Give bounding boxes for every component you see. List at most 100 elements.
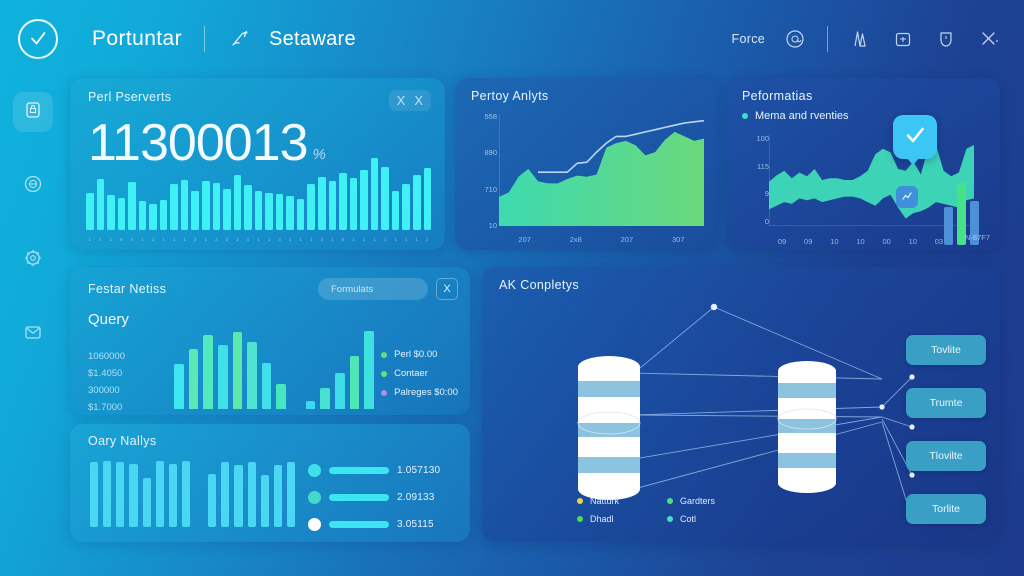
- card6-header: AK Conpletys: [482, 267, 1000, 292]
- y-tick: 115: [757, 161, 769, 171]
- bar: [86, 193, 94, 230]
- bar: [149, 203, 157, 230]
- progress-row[interactable]: 1.057130: [308, 464, 456, 477]
- bar-tick: 1: [331, 237, 334, 242]
- bar-tick: 1: [404, 237, 408, 242]
- circle-2-icon: [308, 491, 321, 504]
- bar: [247, 342, 257, 409]
- bar-tick: 1: [362, 237, 366, 242]
- bar-tick: 1: [246, 237, 250, 242]
- x-tick: 09: [804, 237, 813, 246]
- bar: [335, 373, 345, 409]
- mail-icon: [21, 320, 45, 349]
- card3-area-chart: [768, 134, 974, 227]
- bar: [260, 475, 269, 527]
- tools-icon[interactable]: [976, 26, 1002, 52]
- search-input[interactable]: Formulats: [318, 278, 428, 300]
- y-value: 1060000: [88, 351, 125, 362]
- topology-chip[interactable]: Tovlite: [906, 335, 986, 365]
- sidebar-item-billing[interactable]: [13, 166, 53, 206]
- y-tick: 0: [764, 216, 769, 226]
- row-value: 3.05115: [397, 519, 434, 530]
- close-icon-2[interactable]: X: [414, 93, 423, 108]
- card5-bar-chart: [90, 461, 295, 527]
- topology-chip[interactable]: Trumte: [906, 388, 986, 418]
- sidebar-item-settings[interactable]: [13, 240, 53, 280]
- bar: [247, 462, 256, 527]
- legend-dot-icon: [577, 516, 583, 522]
- card3-y-axis: 100 115 9 0: [733, 134, 769, 226]
- card1-title: Perl Pserverts: [88, 90, 172, 104]
- bar: [129, 463, 138, 527]
- building-icon[interactable]: [847, 26, 873, 52]
- at-circle-icon[interactable]: [782, 26, 808, 52]
- legend-label: Perl $0.00: [394, 349, 438, 360]
- bar: [286, 462, 295, 527]
- bar: [103, 461, 112, 527]
- sidebar-item-storage[interactable]: [13, 92, 53, 132]
- chart-icon: [901, 190, 913, 204]
- bar: [181, 461, 190, 527]
- card1-value-suffix: %: [312, 146, 326, 163]
- card2-title: Pertoy Anlyts: [471, 89, 549, 103]
- bar: [223, 188, 231, 230]
- database-lock-icon: [21, 98, 45, 127]
- brand-block[interactable]: Portuntar: [0, 19, 182, 59]
- bar: [320, 388, 331, 409]
- topology-chip[interactable]: Torlite: [906, 494, 986, 524]
- bar: [170, 184, 178, 230]
- left-sidebar: [0, 78, 66, 576]
- bar: [339, 172, 347, 230]
- card5-header: Oary Nallys: [70, 424, 470, 448]
- header-right-divider: [827, 26, 828, 52]
- bar-tick: 1: [288, 237, 292, 242]
- bar: [349, 178, 358, 230]
- bar: [142, 478, 151, 527]
- legend-label: Gardters: [680, 496, 716, 506]
- card4-close-button[interactable]: X: [436, 278, 458, 300]
- circle-3-icon: [308, 518, 321, 531]
- progress-row[interactable]: 3.05115: [308, 518, 456, 531]
- card1-close-buttons[interactable]: X X: [388, 90, 431, 111]
- x-tick: 10: [856, 237, 865, 246]
- check-icon: [902, 122, 928, 153]
- bar: [265, 193, 273, 230]
- warehouse-icon[interactable]: [890, 26, 916, 52]
- mini-bar: [970, 201, 979, 245]
- mini-bar: [944, 207, 953, 245]
- bar-tick: 1: [299, 237, 302, 242]
- bar: [423, 167, 432, 230]
- card6-title: AK Conpletys: [499, 278, 579, 292]
- legend-dot-icon: [577, 498, 583, 504]
- x-tick: 207: [518, 235, 531, 244]
- topology-chip[interactable]: Tlovilte: [906, 441, 986, 471]
- progress-row[interactable]: 2.09133: [308, 491, 456, 504]
- bar-tick: 1: [141, 237, 144, 242]
- card3-header: Peformatias: [727, 78, 1000, 103]
- progress-bar[interactable]: [329, 494, 389, 501]
- top-header-bar: Portuntar Setaware Force: [0, 0, 1024, 78]
- shield-icon[interactable]: [933, 26, 959, 52]
- bar: [188, 349, 199, 409]
- bar: [168, 463, 177, 527]
- secondary-brand-block[interactable]: Setaware: [227, 26, 356, 52]
- progress-bar[interactable]: [329, 521, 389, 528]
- topology-card-ak-conpletys: AK Conpletys: [482, 267, 1000, 542]
- rocket-icon: [227, 26, 253, 52]
- bar: [221, 462, 230, 527]
- card3-check-tooltip[interactable]: [893, 115, 937, 165]
- progress-bar[interactable]: [329, 467, 389, 474]
- bar: [191, 191, 200, 230]
- y-value: $1.7000: [88, 402, 123, 413]
- card5-title: Oary Nallys: [88, 434, 157, 448]
- bar: [381, 166, 389, 230]
- close-icon-1[interactable]: X: [396, 93, 406, 108]
- bar: [276, 384, 287, 409]
- bar-tick: 1: [99, 237, 102, 242]
- card3-mini-bars-label: N-87F7: [964, 233, 990, 242]
- bar: [116, 462, 125, 527]
- card3-chart-badge[interactable]: [896, 186, 918, 208]
- sidebar-item-messages[interactable]: [13, 314, 53, 354]
- card5-progress-rows: 1.057130 2.09133 3.05115: [308, 464, 456, 531]
- legend-item: Perl $0.00: [381, 349, 458, 360]
